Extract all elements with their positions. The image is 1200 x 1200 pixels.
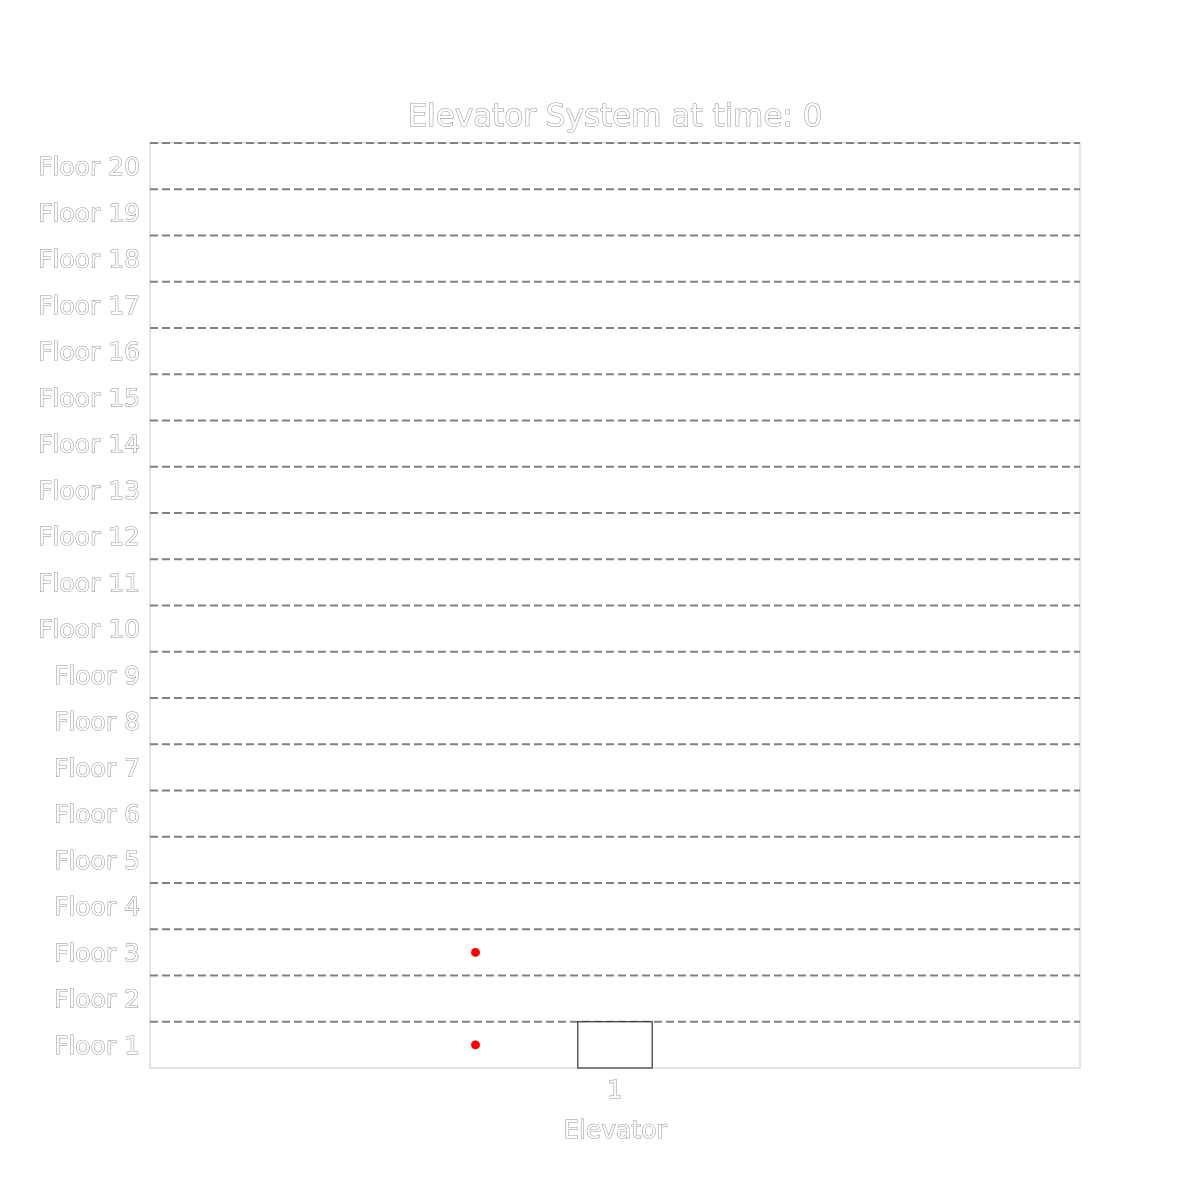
floor-label: Floor 19 (38, 198, 140, 227)
floor-labels: Floor 1 Floor 2 Floor 3 Floor 4 Floor 5 Floor… (38, 152, 141, 1061)
x-axis-label: Elevator (563, 1115, 667, 1144)
elevator-tick-label: 1 (607, 1075, 623, 1104)
floor-label: Floor 5 (54, 846, 140, 875)
floor-label: Floor 18 (38, 245, 140, 274)
floor-label: Floor 20 (38, 152, 140, 181)
passenger-marker (471, 1040, 480, 1050)
floor-label: Floor 3 (54, 938, 140, 967)
floor-label: Floor 13 (38, 476, 140, 505)
floor-label: Floor 6 (54, 800, 140, 829)
floor-label: Floor 7 (54, 753, 140, 782)
floor-label: Floor 10 (38, 615, 140, 644)
chart-title: Elevator System at time: 0 (408, 98, 823, 134)
floor-label: Floor 16 (38, 337, 140, 366)
floor-label: Floor 4 (54, 892, 140, 921)
elevator-car (577, 1021, 653, 1069)
floor-label: Floor 15 (38, 383, 140, 412)
passenger-marker (471, 947, 480, 957)
waiting-passengers (471, 947, 480, 1050)
floor-label: Floor 2 (54, 985, 140, 1014)
floor-label: Floor 12 (38, 522, 140, 551)
floor-label: Floor 9 (54, 661, 140, 690)
floor-label: Floor 8 (54, 707, 140, 736)
floor-label: Floor 11 (38, 568, 140, 597)
floor-lines (150, 142, 1080, 1023)
floor-label: Floor 17 (38, 291, 140, 320)
floor-label: Floor 14 (38, 430, 140, 459)
floor-label: Floor 1 (54, 1031, 140, 1060)
x-tick-labels: 1 (607, 1075, 624, 1105)
elevator-cars (577, 1021, 653, 1069)
